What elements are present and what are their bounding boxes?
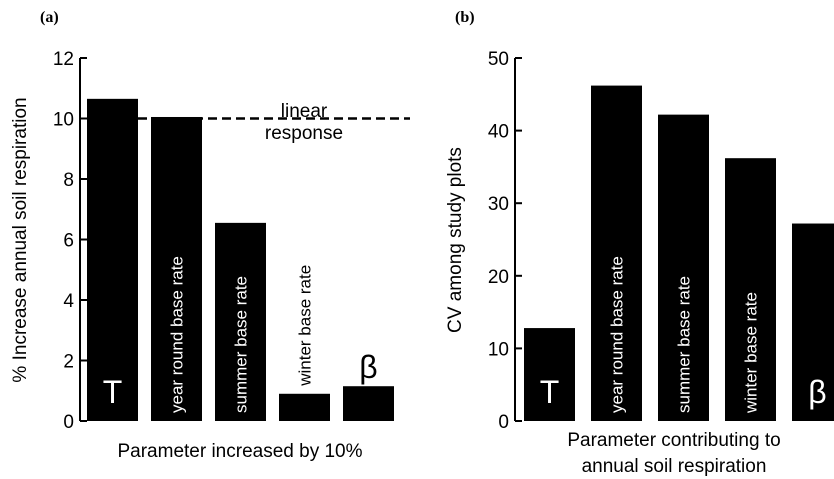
panel-b-x-axis-title-line1: Parameter contributing to bbox=[567, 430, 780, 451]
panel-b-y-axis-title: CV among study plots bbox=[445, 147, 466, 333]
bar-category-label: year round base rate bbox=[608, 256, 627, 413]
y-tick-label: 6 bbox=[63, 231, 74, 252]
bar-category-label: T bbox=[103, 374, 123, 410]
y-tick-label: 2 bbox=[63, 352, 74, 373]
panel-a-x-axis-title: Parameter increased by 10% bbox=[117, 441, 362, 462]
y-tick-label: 0 bbox=[498, 412, 509, 433]
y-tick-label: 12 bbox=[53, 49, 74, 70]
bar-category-label: T bbox=[540, 374, 560, 410]
bar bbox=[343, 386, 394, 421]
bar bbox=[87, 98, 138, 422]
bar-category-label: β bbox=[808, 374, 826, 410]
panel-a-y-axis-title: % Increase annual soil respiration bbox=[10, 97, 31, 382]
y-tick-label: 10 bbox=[488, 339, 509, 360]
y-tick-label: 4 bbox=[63, 291, 74, 312]
y-tick-label: 8 bbox=[63, 170, 74, 191]
panel-a-y-axis: 0 2 4 6 8 10 12 bbox=[53, 49, 87, 433]
bar-category-label: winter base rate bbox=[742, 292, 761, 414]
panel-label-b: (b) bbox=[455, 9, 475, 26]
bar bbox=[591, 85, 642, 421]
bar bbox=[725, 158, 776, 422]
linear-response-label-line2: response bbox=[265, 123, 343, 144]
bar-category-label: summer base rate bbox=[232, 276, 251, 413]
bar bbox=[524, 328, 575, 421]
y-tick-label: 30 bbox=[488, 194, 509, 215]
bar-category-label: year round base rate bbox=[168, 256, 187, 413]
y-tick-label: 0 bbox=[63, 412, 74, 433]
y-tick-label: 10 bbox=[53, 110, 74, 131]
bar bbox=[215, 222, 266, 421]
y-tick-label: 20 bbox=[488, 267, 509, 288]
y-tick-label: 50 bbox=[488, 49, 509, 70]
panel-label-a: (a) bbox=[40, 9, 59, 26]
bar bbox=[279, 393, 330, 421]
bar bbox=[658, 114, 709, 422]
bar-category-label: summer base rate bbox=[675, 276, 694, 413]
panel-b-y-axis: 0 10 20 30 40 50 bbox=[488, 49, 522, 433]
linear-response-label-line1: linear bbox=[281, 101, 328, 122]
bar bbox=[792, 223, 834, 421]
bar bbox=[151, 116, 202, 422]
bar-category-label: winter base rate bbox=[296, 265, 315, 387]
y-tick-label: 40 bbox=[488, 122, 509, 143]
panel-b-x-axis-title-line2: annual soil respiration bbox=[582, 456, 767, 477]
bar-category-label: β bbox=[359, 349, 377, 385]
